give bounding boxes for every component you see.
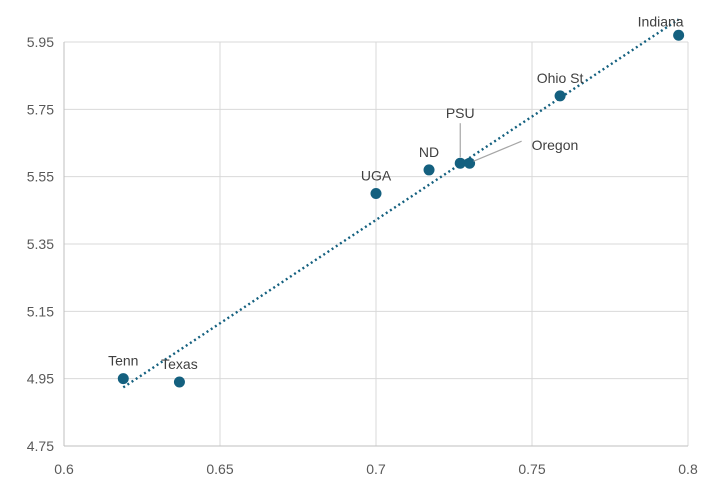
y-tick-label: 5.75: [27, 101, 54, 117]
data-points: [117, 29, 685, 388]
point-label: ND: [419, 144, 439, 160]
point-label: PSU: [446, 105, 475, 121]
leader-line: [473, 140, 522, 162]
y-tick-label: 4.75: [27, 438, 54, 454]
y-tick-label: 5.35: [27, 236, 54, 252]
trendline-layer: [122, 18, 680, 389]
y-tick-label: 5.15: [27, 303, 54, 319]
axes: 4.75 4.95 5.15 5.35 5.55 5.75 5.95 0.6 0.65 0.7 0.…: [27, 34, 698, 477]
point-label: Oregon: [532, 137, 579, 153]
point-label: Ohio St: [537, 70, 584, 86]
y-tick-label: 5.95: [27, 34, 54, 50]
trendline: [122, 18, 680, 389]
point-label: Tenn: [108, 353, 138, 369]
data-point: [464, 157, 476, 169]
data-point: [454, 157, 466, 169]
data-point: [673, 29, 685, 41]
point-label: Indiana: [638, 13, 684, 29]
gridlines: [64, 41, 689, 446]
data-point: [370, 188, 382, 199]
data-point: [554, 90, 566, 102]
x-tick-label: 0.75: [518, 461, 545, 477]
x-tick-label: 0.8: [678, 461, 698, 477]
x-tick-label: 0.6: [54, 461, 74, 477]
x-tick-label: 0.7: [366, 461, 386, 477]
data-labels: Tenn Texas UGA ND PSU Oregon Ohio St Indiana: [108, 13, 684, 372]
point-label: UGA: [361, 168, 392, 184]
data-point: [423, 164, 435, 176]
data-point: [117, 373, 129, 385]
point-label: Texas: [161, 356, 198, 372]
x-tick-label: 0.65: [206, 461, 233, 477]
y-tick-label: 5.55: [27, 169, 54, 185]
data-point: [173, 376, 185, 388]
y-tick-label: 4.95: [27, 371, 54, 387]
